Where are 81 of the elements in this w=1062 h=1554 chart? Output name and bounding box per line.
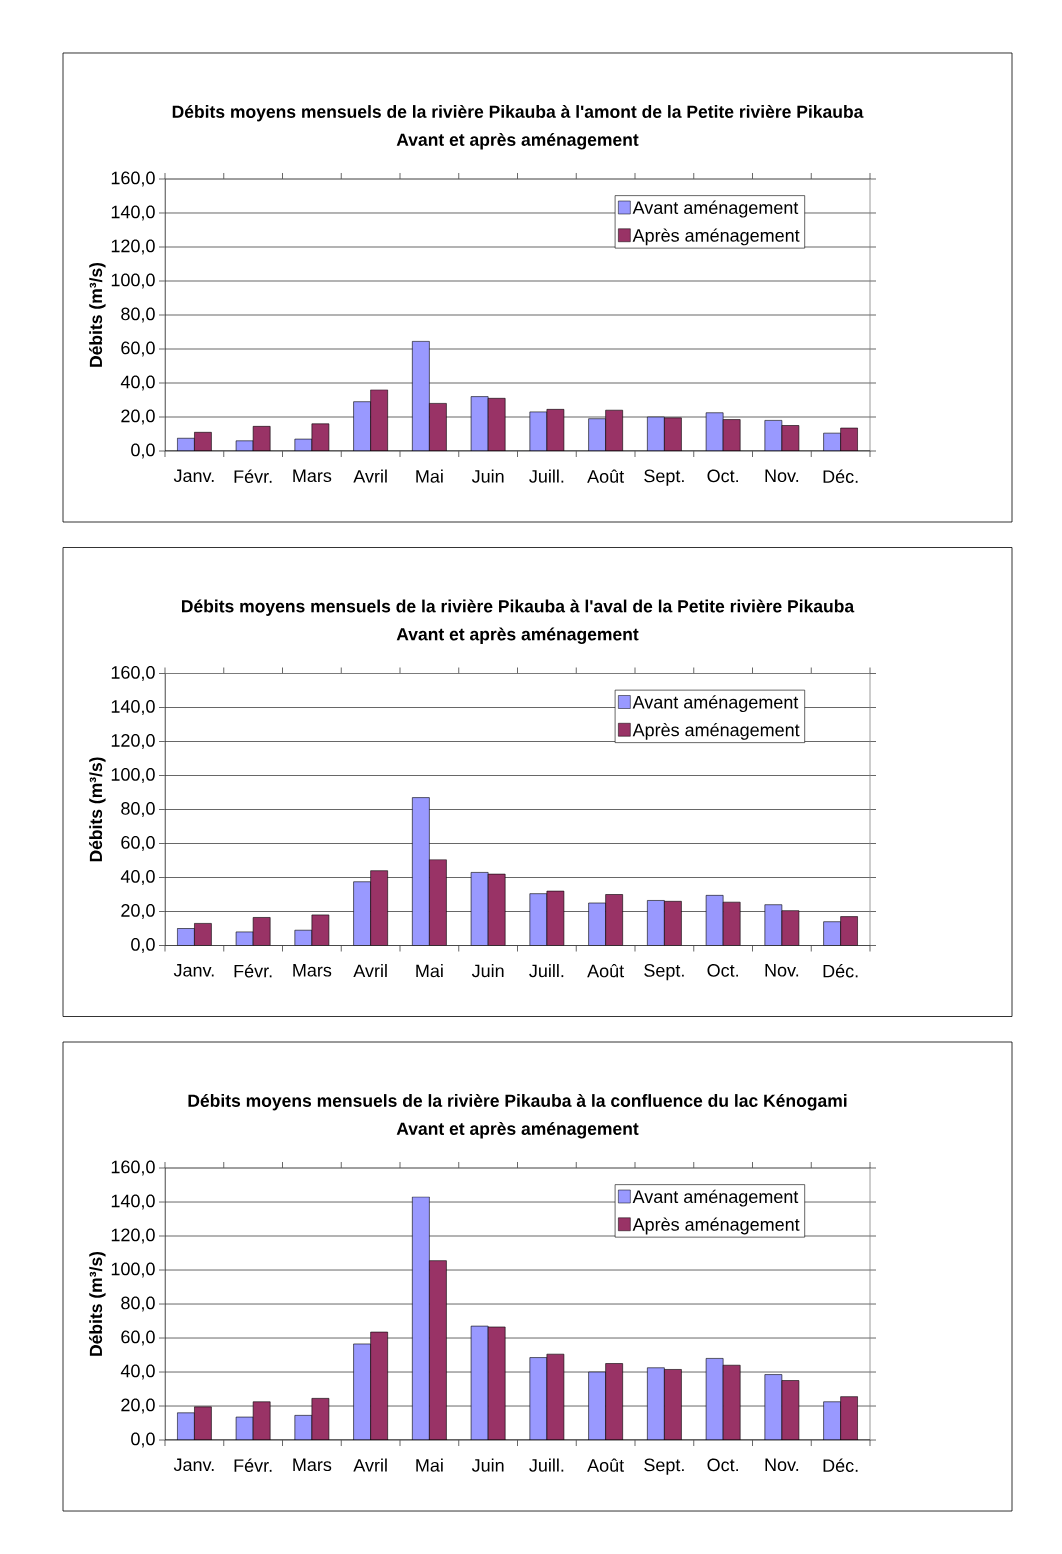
chart-subtitle: Avant et après aménagement xyxy=(396,132,639,150)
y-tick-label: 160,0 xyxy=(111,171,155,187)
y-tick-label: 20,0 xyxy=(121,1398,155,1414)
y-tick-label: 140,0 xyxy=(111,1194,155,1210)
x-tick-label: Déc. xyxy=(823,1458,858,1472)
x-tick-label: Nov. xyxy=(765,469,799,483)
y-tick-label: 100,0 xyxy=(111,768,155,783)
x-tick-label: Mars xyxy=(293,469,332,483)
chart-subtitle: Avant et après aménagement xyxy=(396,627,639,644)
y-tick-label: 60,0 xyxy=(121,1330,155,1346)
y-tick-label: 100,0 xyxy=(111,1262,155,1278)
x-tick-label: Janv. xyxy=(173,964,214,977)
x-tick-label: Sept. xyxy=(644,469,684,486)
x-tick-label: Déc. xyxy=(823,469,858,483)
bar xyxy=(412,341,430,451)
chart-title: Débits moyens mensuels de la rivière Pikauba à la confluence du lac Kénogami xyxy=(188,1093,847,1111)
x-tick-label: Févr. xyxy=(234,1458,272,1472)
x-tick-label: Avril xyxy=(353,964,387,978)
x-tick-label: Mai xyxy=(416,964,443,978)
x-tick-label: Oct. xyxy=(707,469,738,483)
y-tick-label: 60,0 xyxy=(121,836,155,851)
x-tick-label: Janv. xyxy=(173,1458,214,1472)
chart-title: Débits moyens mensuels de la rivière Pikauba à l'amont de la Petite rivière Pikauba xyxy=(172,104,864,122)
y-tick-label: 80,0 xyxy=(121,1296,155,1312)
y-tick-label: 140,0 xyxy=(111,205,155,221)
chart-subtitle: Avant et après aménagement xyxy=(396,1121,639,1139)
y-tick-label: 160,0 xyxy=(111,1160,155,1176)
x-tick-label: Juin xyxy=(471,469,504,483)
x-tick-label: Mai xyxy=(416,469,443,483)
y-tick-label: 40,0 xyxy=(120,375,155,391)
y-tick-label: 80,0 xyxy=(121,307,155,323)
legend-label: Avant aménagement xyxy=(632,1189,799,1207)
x-tick-label: Janv. xyxy=(173,469,214,483)
y-axis-title: Débits (m³/s) xyxy=(89,1251,106,1356)
x-tick-label: Août xyxy=(587,964,625,978)
x-tick-label: Juill. xyxy=(529,469,564,483)
x-tick-label: Oct. xyxy=(707,964,738,977)
x-tick-label: Févr. xyxy=(234,469,272,483)
bar xyxy=(588,418,606,451)
y-tick-label: 100,0 xyxy=(111,273,155,289)
x-tick-label: Juill. xyxy=(529,1458,564,1472)
y-axis-title: Débits (m³/s) xyxy=(89,262,106,367)
y-tick-label: 60,0 xyxy=(121,341,155,357)
y-tick-label: 120,0 xyxy=(111,1228,155,1244)
x-tick-label: Nov. xyxy=(765,1458,799,1472)
x-tick-label: Déc. xyxy=(823,964,858,978)
y-tick-label: 120,0 xyxy=(111,239,155,255)
x-tick-label: Mars xyxy=(293,964,332,977)
x-tick-label: Avril xyxy=(353,469,387,483)
y-tick-label: 0,0 xyxy=(131,443,155,459)
x-tick-label: Juill. xyxy=(529,964,564,978)
y-tick-label: 140,0 xyxy=(111,700,155,715)
y-tick-label: 20,0 xyxy=(121,409,155,425)
legend-label: Avant aménagement xyxy=(632,695,799,713)
legend-label: Après aménagement xyxy=(632,228,800,246)
x-tick-label: Sept. xyxy=(644,964,684,981)
y-tick-label: 40,0 xyxy=(120,870,155,885)
legend-label: Avant aménagement xyxy=(632,200,799,218)
chart-title: Débits moyens mensuels de la rivière Pikauba à l'aval de la Petite rivière Pikauba xyxy=(181,599,855,616)
y-tick-label: 0,0 xyxy=(131,938,155,953)
legend-label: Après aménagement xyxy=(632,722,800,740)
x-tick-label: Mars xyxy=(293,1458,332,1472)
x-tick-label: Août xyxy=(587,469,625,483)
y-tick-label: 40,0 xyxy=(120,1364,155,1380)
x-tick-label: Juin xyxy=(471,1458,504,1472)
y-tick-label: 0,0 xyxy=(131,1432,155,1448)
y-tick-label: 120,0 xyxy=(111,734,155,749)
x-tick-label: Juin xyxy=(471,964,504,978)
bar xyxy=(353,401,371,451)
y-tick-label: 20,0 xyxy=(121,904,155,919)
x-tick-label: Nov. xyxy=(765,964,799,977)
y-tick-label: 80,0 xyxy=(121,802,155,817)
x-tick-label: Mai xyxy=(416,1458,443,1472)
x-tick-label: Févr. xyxy=(234,964,272,978)
x-tick-label: Sept. xyxy=(644,1458,684,1475)
y-axis-title: Débits (m³/s) xyxy=(89,757,106,862)
legend-label: Après aménagement xyxy=(632,1217,800,1235)
x-tick-label: Avril xyxy=(353,1458,387,1472)
y-tick-label: 160,0 xyxy=(111,666,155,681)
x-tick-label: Oct. xyxy=(707,1458,738,1472)
x-tick-label: Août xyxy=(587,1458,625,1472)
